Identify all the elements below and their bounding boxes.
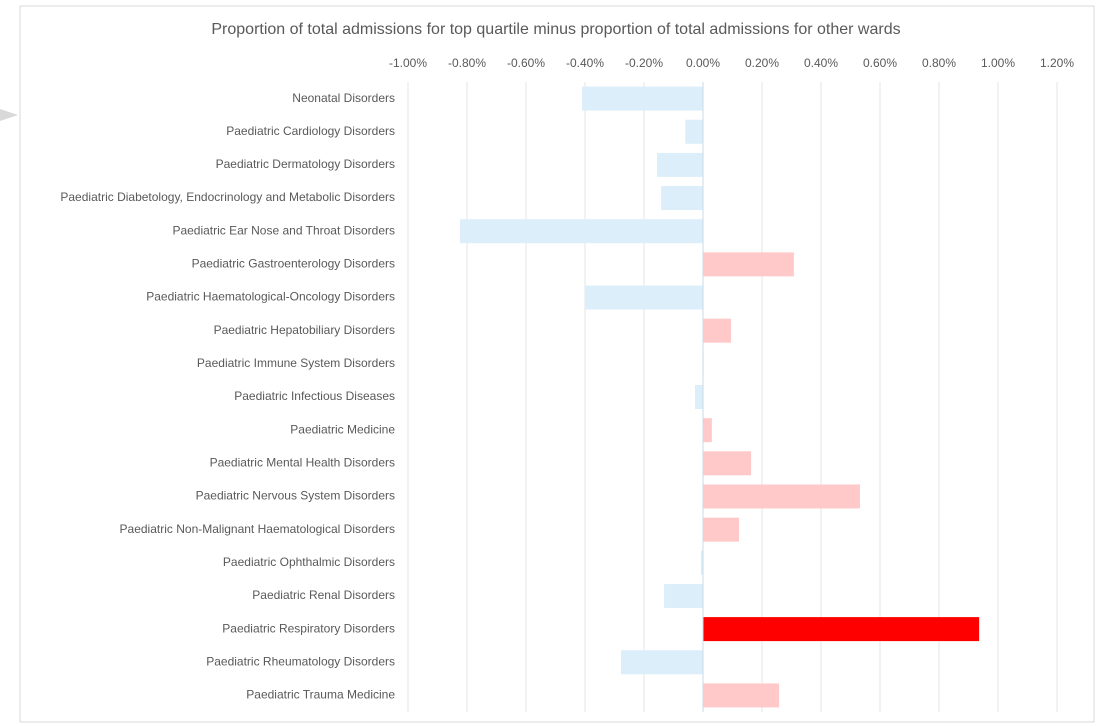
bar <box>620 650 703 675</box>
y-tick-label: Paediatric Immune System Disorders <box>197 356 395 370</box>
y-tick-label: Paediatric Renal Disorders <box>252 588 395 602</box>
y-tick-label: Paediatric Diabetology, Endocrinology an… <box>60 190 395 204</box>
x-tick-label: -0.80% <box>448 56 486 70</box>
x-tick-label: -0.20% <box>625 56 663 70</box>
bar <box>459 219 703 244</box>
bar <box>656 152 703 177</box>
bar <box>582 86 703 111</box>
bar <box>664 583 703 608</box>
y-tick-label: Paediatric Gastroenterology Disorders <box>192 257 395 271</box>
y-tick-label: Paediatric Dermatology Disorders <box>216 157 395 171</box>
arrow-icon <box>0 109 18 121</box>
y-tick-label: Paediatric Nervous System Disorders <box>196 489 395 503</box>
x-tick-label: -0.60% <box>507 56 545 70</box>
y-tick-label: Paediatric Respiratory Disorders <box>222 621 395 635</box>
y-tick-label: Paediatric Ophthalmic Disorders <box>223 555 395 569</box>
x-tick-label: 0.00% <box>686 56 720 70</box>
chart-frame <box>19 5 1095 723</box>
x-tick-label: 0.20% <box>745 56 779 70</box>
bar <box>585 285 703 310</box>
x-tick-label: 1.20% <box>1040 56 1074 70</box>
y-tick-label: Neonatal Disorders <box>292 91 395 105</box>
bar <box>703 418 712 443</box>
chart-title: Proportion of total admissions for top q… <box>211 21 900 38</box>
y-tick-label: Paediatric Trauma Medicine <box>246 688 395 702</box>
bar <box>685 119 703 144</box>
y-tick-label: Paediatric Mental Health Disorders <box>210 455 395 469</box>
y-tick-label: Paediatric Hepatobiliary Disorders <box>214 323 395 337</box>
bar <box>695 385 703 409</box>
bar <box>703 617 980 642</box>
x-tick-label: 0.80% <box>922 56 956 70</box>
y-tick-label: Paediatric Infectious Diseases <box>234 389 395 403</box>
x-tick-label: 0.40% <box>804 56 838 70</box>
y-tick-label: Paediatric Rheumatology Disorders <box>206 654 395 668</box>
bar <box>703 683 780 708</box>
bar <box>703 318 732 343</box>
x-tick-label: -1.00% <box>389 56 427 70</box>
y-tick-label: Paediatric Cardiology Disorders <box>226 124 395 138</box>
x-tick-label: -0.40% <box>566 56 604 70</box>
bar <box>703 252 794 277</box>
y-tick-label: Paediatric Medicine <box>290 422 395 436</box>
bar <box>703 517 739 542</box>
y-tick-label: Paediatric Non-Malignant Haematological … <box>120 522 395 536</box>
y-tick-label: Paediatric Haematological-Oncology Disor… <box>146 290 395 304</box>
bar <box>661 186 703 211</box>
y-tick-label: Paediatric Ear Nose and Throat Disorders <box>172 223 395 237</box>
bar <box>703 451 752 476</box>
bar <box>700 550 703 575</box>
x-tick-label: 0.60% <box>863 56 897 70</box>
x-tick-label: 1.00% <box>981 56 1015 70</box>
bar <box>703 484 860 509</box>
